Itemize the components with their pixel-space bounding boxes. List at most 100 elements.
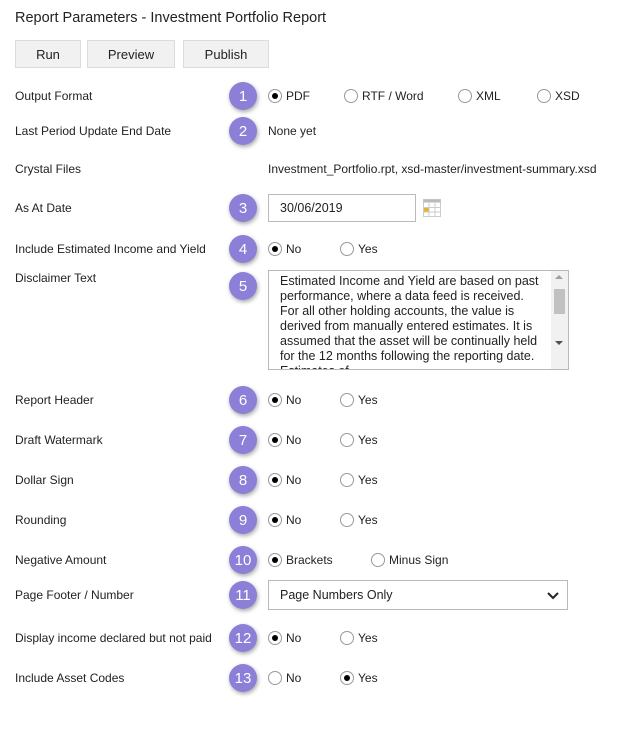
radio-button[interactable] (458, 89, 472, 103)
selected-value: Page Numbers Only (280, 588, 393, 602)
output-format-option-pdf[interactable]: PDF (268, 89, 310, 103)
option-label: Yes (358, 433, 378, 447)
draft-watermark-label: Draft Watermark (15, 433, 103, 447)
option-label: Yes (358, 671, 378, 685)
negative-amount-option-minus-sign[interactable]: Minus Sign (371, 553, 448, 567)
include-estimated-income-and-yield-option-yes[interactable]: Yes (340, 242, 378, 256)
disclaimer-text: Estimated Income and Yield are based on … (280, 274, 539, 369)
as-at-date-input[interactable]: 30/06/2019 (268, 194, 416, 222)
page-title: Report Parameters - Investment Portfolio… (15, 10, 327, 26)
chevron-down-icon (547, 589, 559, 603)
report-header-option-yes[interactable]: Yes (340, 393, 378, 407)
step-badge: 11 (229, 581, 257, 609)
step-badge: 10 (229, 546, 257, 574)
step-badge: 5 (229, 272, 257, 300)
radio-button[interactable] (268, 393, 282, 407)
draft-watermark-option-yes[interactable]: Yes (340, 433, 378, 447)
step-badge: 1 (229, 82, 257, 110)
radio-button[interactable] (340, 433, 354, 447)
as-at-date-label: As At Date (15, 201, 72, 215)
option-label: Yes (358, 473, 378, 487)
radio-button[interactable] (340, 473, 354, 487)
last-period-update-end-date-value: None yet (268, 124, 317, 138)
radio-button[interactable] (268, 242, 282, 256)
display-income-declared-but-not-paid-option-yes[interactable]: Yes (340, 631, 378, 645)
page-footer-select[interactable]: Page Numbers Only (268, 580, 568, 610)
step-badge: 9 (229, 506, 257, 534)
step-badge: 12 (229, 624, 257, 652)
option-label: No (286, 393, 302, 407)
radio-button[interactable] (340, 513, 354, 527)
output-format-option-xsd[interactable]: XSD (537, 89, 580, 103)
scrollbar-thumb[interactable] (554, 289, 565, 314)
display-income-declared-but-not-paid-label: Display income declared but not paid (15, 631, 212, 645)
option-label: Yes (358, 631, 378, 645)
include-asset-codes-option-yes[interactable]: Yes (340, 671, 378, 685)
option-label: No (286, 671, 302, 685)
negative-amount-option-brackets[interactable]: Brackets (268, 553, 333, 567)
rounding-option-no[interactable]: No (268, 513, 301, 527)
draft-watermark-option-no[interactable]: No (268, 433, 301, 447)
crystal-files-label: Crystal Files (15, 162, 82, 176)
option-label: No (286, 242, 302, 256)
report-header-option-no[interactable]: No (268, 393, 301, 407)
radio-button[interactable] (268, 473, 282, 487)
scroll-down-icon[interactable] (555, 341, 563, 345)
dollar-sign-option-yes[interactable]: Yes (340, 473, 378, 487)
preview-button[interactable]: Preview (87, 40, 175, 68)
dollar-sign-option-no[interactable]: No (268, 473, 301, 487)
run-button[interactable]: Run (15, 40, 81, 68)
radio-button[interactable] (340, 671, 354, 685)
option-label: XSD (555, 89, 580, 103)
radio-button[interactable] (537, 89, 551, 103)
output-format-option-xml[interactable]: XML (458, 89, 501, 103)
display-income-declared-but-not-paid-option-no[interactable]: No (268, 631, 301, 645)
rounding-option-yes[interactable]: Yes (340, 513, 378, 527)
publish-button[interactable]: Publish (183, 40, 269, 68)
calendar-icon[interactable] (423, 199, 441, 217)
rounding-label: Rounding (15, 513, 67, 527)
radio-button[interactable] (268, 433, 282, 447)
radio-button[interactable] (340, 631, 354, 645)
radio-button[interactable] (268, 89, 282, 103)
include-estimated-income-and-yield-option-no[interactable]: No (268, 242, 301, 256)
option-label: RTF / Word (362, 89, 424, 103)
radio-button[interactable] (344, 89, 358, 103)
option-label: No (286, 473, 302, 487)
output-format-label: Output Format (15, 89, 93, 103)
scroll-up-icon[interactable] (555, 275, 563, 279)
radio-button[interactable] (268, 513, 282, 527)
radio-button[interactable] (340, 242, 354, 256)
dollar-sign-label: Dollar Sign (15, 473, 74, 487)
include-asset-codes-label: Include Asset Codes (15, 671, 125, 685)
option-label: Yes (358, 393, 378, 407)
option-label: PDF (286, 89, 310, 103)
output-format-option-rtf-word[interactable]: RTF / Word (344, 89, 424, 103)
option-label: Minus Sign (389, 553, 449, 567)
option-label: Yes (358, 242, 378, 256)
disclaimer-textarea[interactable]: Estimated Income and Yield are based on … (268, 270, 569, 370)
include-asset-codes-option-no[interactable]: No (268, 671, 301, 685)
include-estimated-income-and-yield-label: Include Estimated Income and Yield (15, 242, 206, 256)
step-badge: 6 (229, 386, 257, 414)
step-badge: 2 (229, 117, 257, 145)
radio-button[interactable] (340, 393, 354, 407)
page-footer-number-label: Page Footer / Number (15, 588, 134, 602)
radio-button[interactable] (268, 553, 282, 567)
step-badge: 13 (229, 664, 257, 692)
negative-amount-label: Negative Amount (15, 553, 107, 567)
radio-button[interactable] (371, 553, 385, 567)
last-period-update-end-date-label: Last Period Update End Date (15, 124, 172, 138)
scrollbar[interactable] (551, 271, 568, 369)
option-label: No (286, 433, 302, 447)
crystal-files-value: Investment_Portfolio.rpt, xsd-master/inv… (268, 162, 597, 176)
option-label: Brackets (286, 553, 333, 567)
radio-button[interactable] (268, 631, 282, 645)
radio-button[interactable] (268, 671, 282, 685)
option-label: XML (476, 89, 501, 103)
disclaimer-text-label: Disclaimer Text (15, 271, 97, 285)
step-badge: 3 (229, 194, 257, 222)
step-badge: 4 (229, 235, 257, 263)
step-badge: 7 (229, 426, 257, 454)
